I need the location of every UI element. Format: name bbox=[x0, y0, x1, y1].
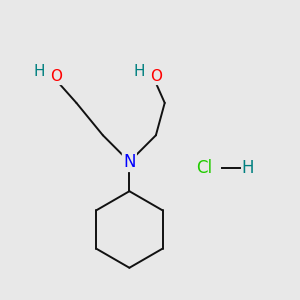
Text: H: H bbox=[134, 64, 146, 80]
Text: Cl: Cl bbox=[196, 159, 212, 177]
Text: O: O bbox=[50, 69, 62, 84]
Text: N: N bbox=[123, 153, 136, 171]
Text: O: O bbox=[151, 69, 163, 84]
Text: H: H bbox=[34, 64, 45, 80]
Text: H: H bbox=[241, 159, 253, 177]
